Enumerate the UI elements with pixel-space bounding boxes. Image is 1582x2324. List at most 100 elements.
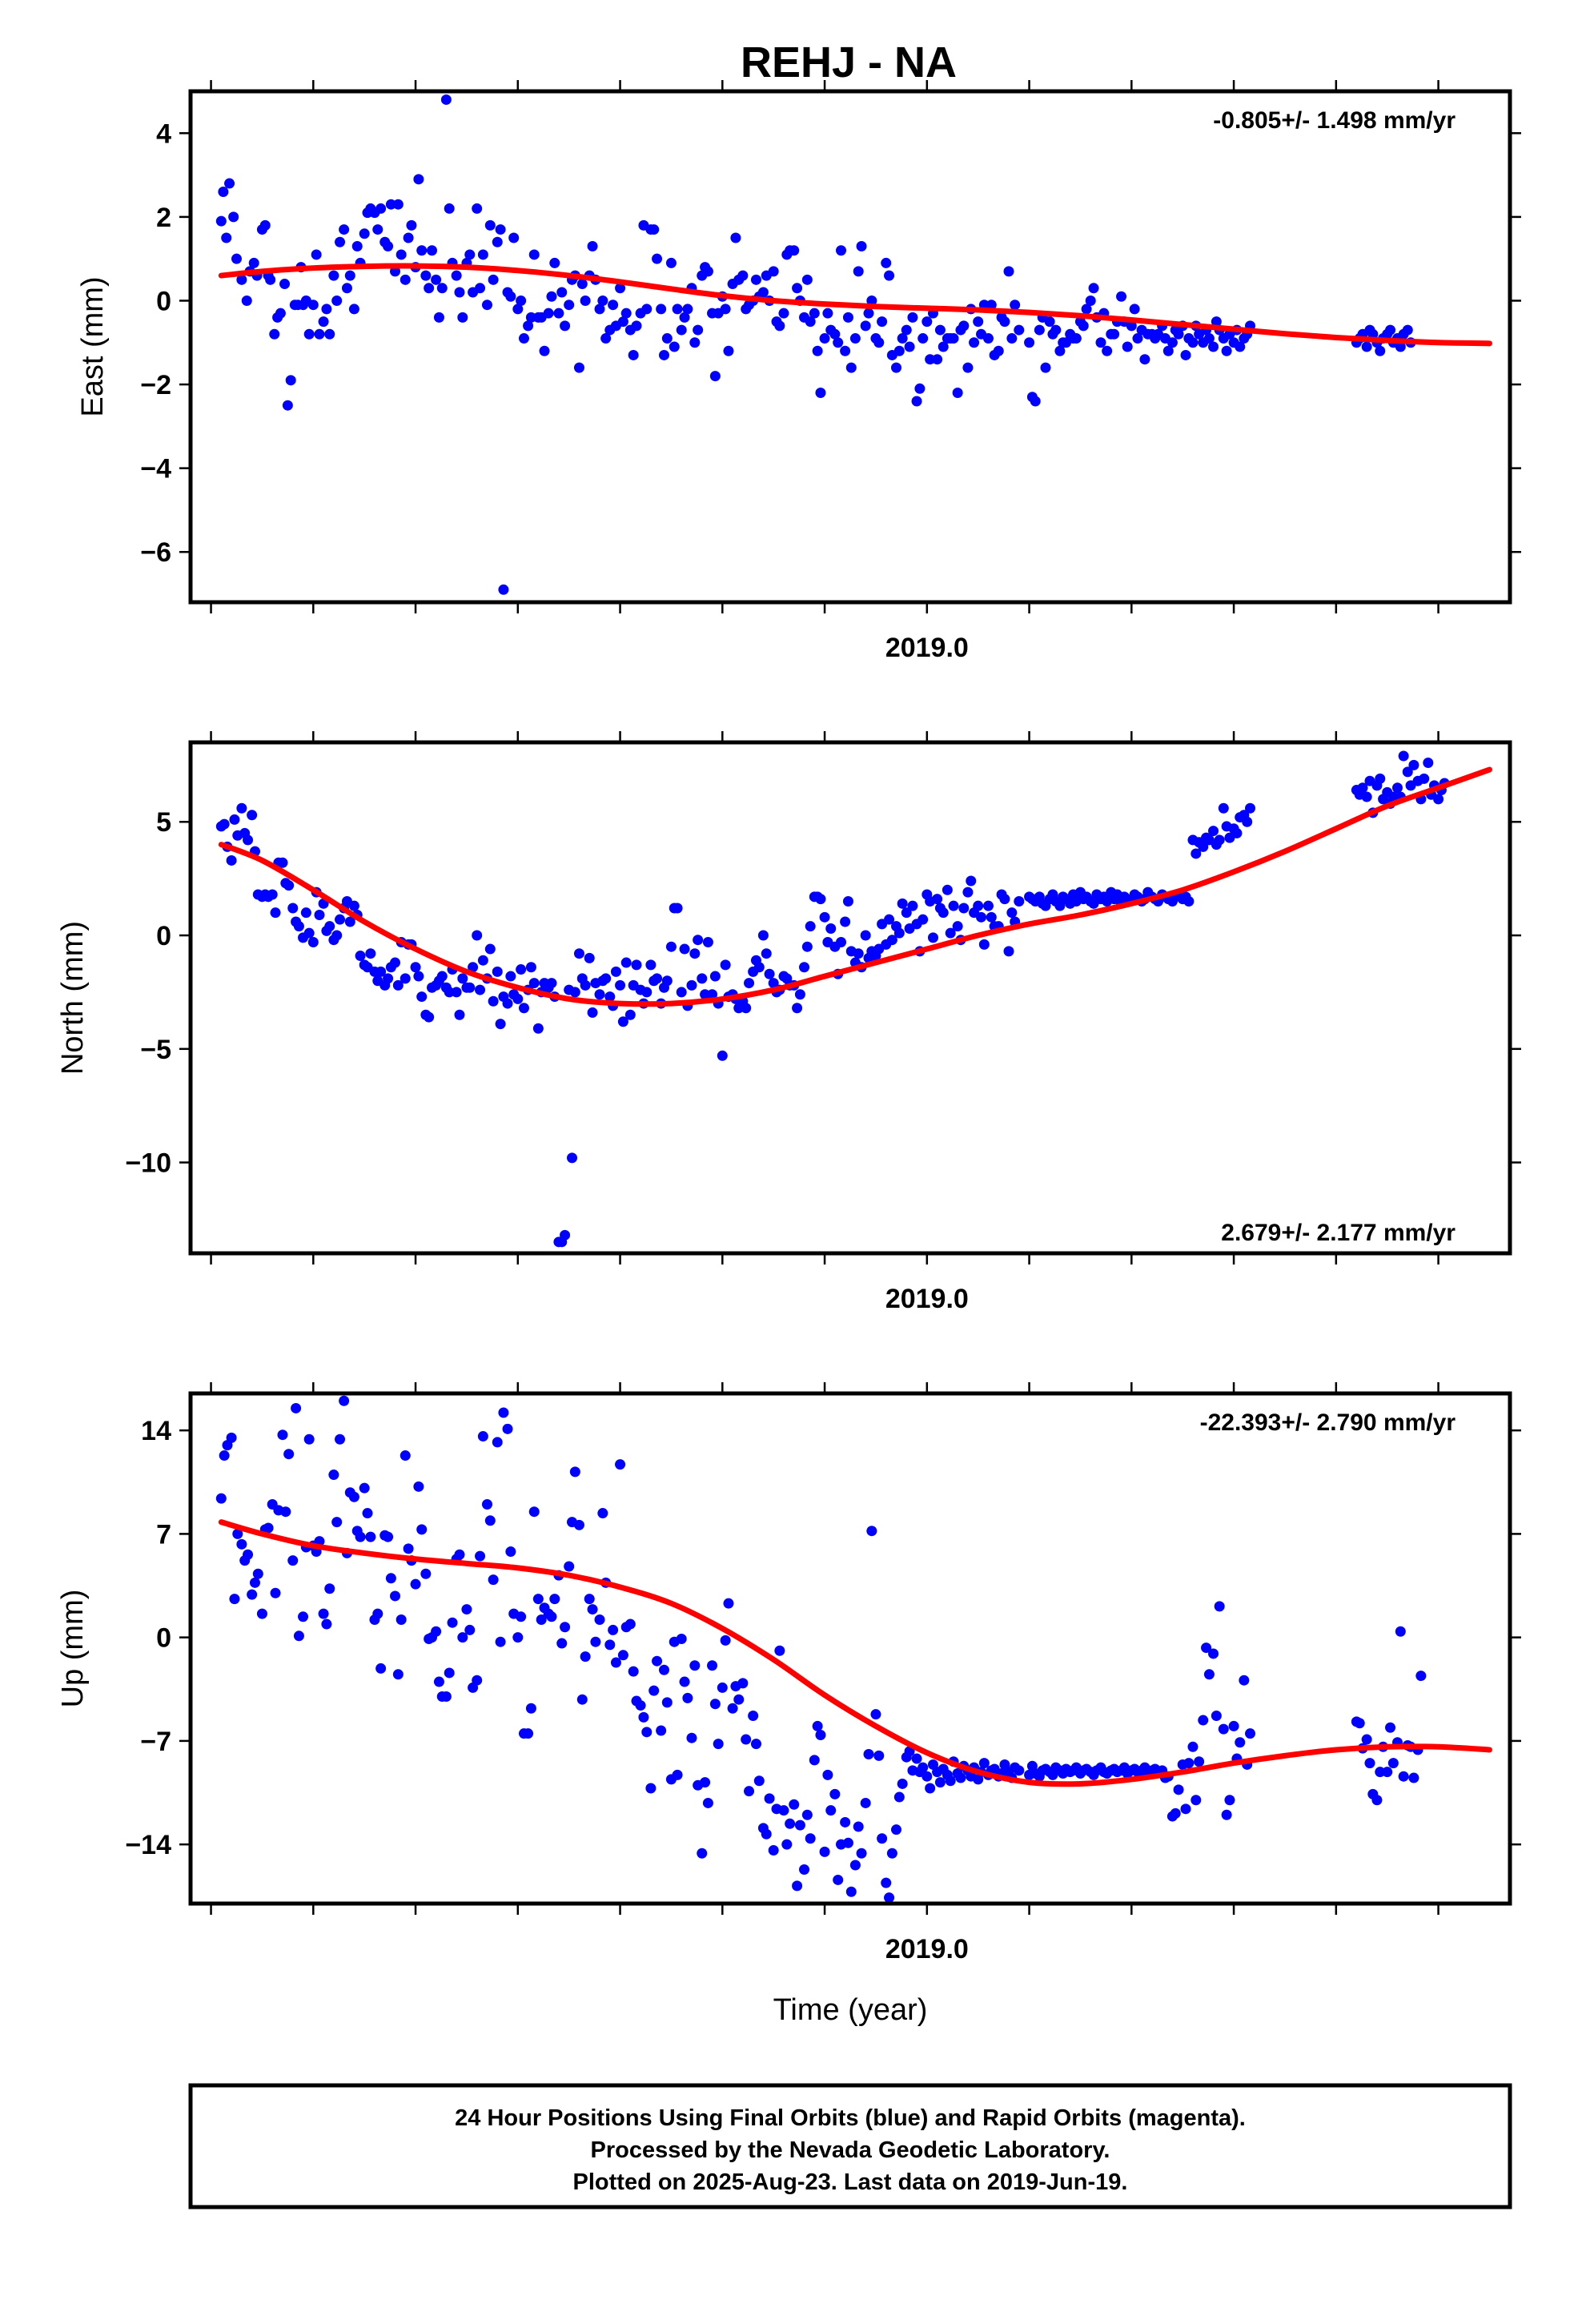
data-point <box>1391 782 1403 794</box>
data-point <box>1221 1809 1232 1820</box>
plot-frame <box>188 1391 1512 1906</box>
data-point <box>587 1007 598 1018</box>
data-point <box>661 975 673 987</box>
data-point <box>897 333 908 344</box>
data-point <box>215 1493 227 1504</box>
data-point <box>815 388 826 399</box>
data-point <box>676 987 687 998</box>
data-point <box>392 1669 404 1680</box>
data-point <box>638 1711 649 1723</box>
data-point <box>682 304 693 315</box>
data-point <box>587 240 598 251</box>
data-point <box>259 219 271 231</box>
data-point <box>1095 337 1106 348</box>
data-point <box>958 903 970 914</box>
data-point <box>275 308 286 319</box>
data-point <box>457 1632 468 1643</box>
data-point <box>464 249 476 260</box>
y-tick-label: 14 <box>141 1416 171 1446</box>
data-point <box>385 199 396 210</box>
data-point <box>228 211 239 223</box>
data-point <box>1180 1803 1191 1815</box>
data-point <box>610 966 621 977</box>
x-axis-label: Time (year) <box>773 1993 928 2027</box>
data-point <box>853 266 864 277</box>
data-point <box>1419 773 1430 784</box>
data-point <box>792 283 803 294</box>
data-point <box>1211 1711 1222 1722</box>
data-point <box>1375 1767 1386 1778</box>
data-point <box>682 1692 693 1703</box>
data-point <box>556 1638 568 1649</box>
data-point <box>686 1732 697 1743</box>
data-point <box>1050 324 1062 336</box>
data-point <box>1162 345 1174 356</box>
data-point <box>477 955 488 966</box>
data-point <box>318 316 329 328</box>
data-point <box>512 993 524 1004</box>
data-point <box>938 341 949 352</box>
panel-1: 2019.0 4 2 0 −2 −4 −6 East (mm) -0.805+/- 1.498 … <box>76 80 1521 663</box>
data-point <box>502 998 513 1009</box>
data-point <box>1208 826 1219 837</box>
figure-title: REHJ - NA <box>741 38 957 86</box>
y-tick-label: −7 <box>140 1727 171 1757</box>
data-point <box>917 1762 929 1773</box>
data-point <box>656 304 667 315</box>
data-point <box>1423 758 1434 769</box>
data-point <box>856 1848 867 1859</box>
y-tick-label: −4 <box>140 454 171 485</box>
data-point <box>1395 1626 1406 1637</box>
data-point <box>986 300 997 311</box>
data-point <box>383 240 394 251</box>
data-point <box>717 1682 728 1693</box>
data-point <box>1198 841 1209 852</box>
data-point <box>1385 1722 1396 1733</box>
data-point <box>492 236 503 247</box>
data-point <box>860 930 871 941</box>
data-point <box>236 274 247 285</box>
data-point <box>893 345 905 356</box>
data-point <box>416 991 428 1003</box>
data-point <box>584 952 595 963</box>
data-point <box>697 1848 708 1859</box>
data-point <box>993 345 1004 356</box>
data-point <box>713 1739 724 1750</box>
data-point <box>341 283 352 294</box>
y-tick-label: 0 <box>156 286 171 316</box>
data-point <box>819 911 830 923</box>
data-point <box>243 1549 254 1560</box>
data-point <box>1408 759 1419 770</box>
y-tick-label: 4 <box>156 119 171 149</box>
data-point <box>539 345 550 356</box>
fit-curve <box>218 1519 1492 1787</box>
data-point <box>840 916 851 927</box>
data-point <box>809 308 820 319</box>
data-point <box>267 889 278 900</box>
data-point <box>293 1630 304 1642</box>
data-point <box>580 979 591 991</box>
data-point <box>833 337 844 348</box>
data-point <box>1214 1601 1225 1612</box>
data-point <box>477 249 488 260</box>
data-point <box>396 1614 407 1625</box>
data-point <box>645 959 656 971</box>
data-point <box>525 1703 536 1714</box>
data-point <box>1382 1767 1393 1778</box>
y-axis-label: Up (mm) <box>56 1590 90 1708</box>
data-point <box>794 989 805 1000</box>
y-axis-label: East (mm) <box>76 276 110 416</box>
data-point <box>707 989 718 1000</box>
data-point <box>849 333 861 344</box>
data-point <box>1194 1756 1205 1767</box>
data-point <box>911 396 922 407</box>
data-point <box>1191 848 1202 859</box>
data-point <box>849 1860 861 1871</box>
data-point <box>512 1632 524 1643</box>
data-point <box>952 921 963 932</box>
data-point <box>948 333 959 344</box>
data-point <box>331 1517 343 1528</box>
data-point <box>904 341 915 352</box>
data-point <box>396 249 407 260</box>
data-point <box>229 1594 240 1605</box>
